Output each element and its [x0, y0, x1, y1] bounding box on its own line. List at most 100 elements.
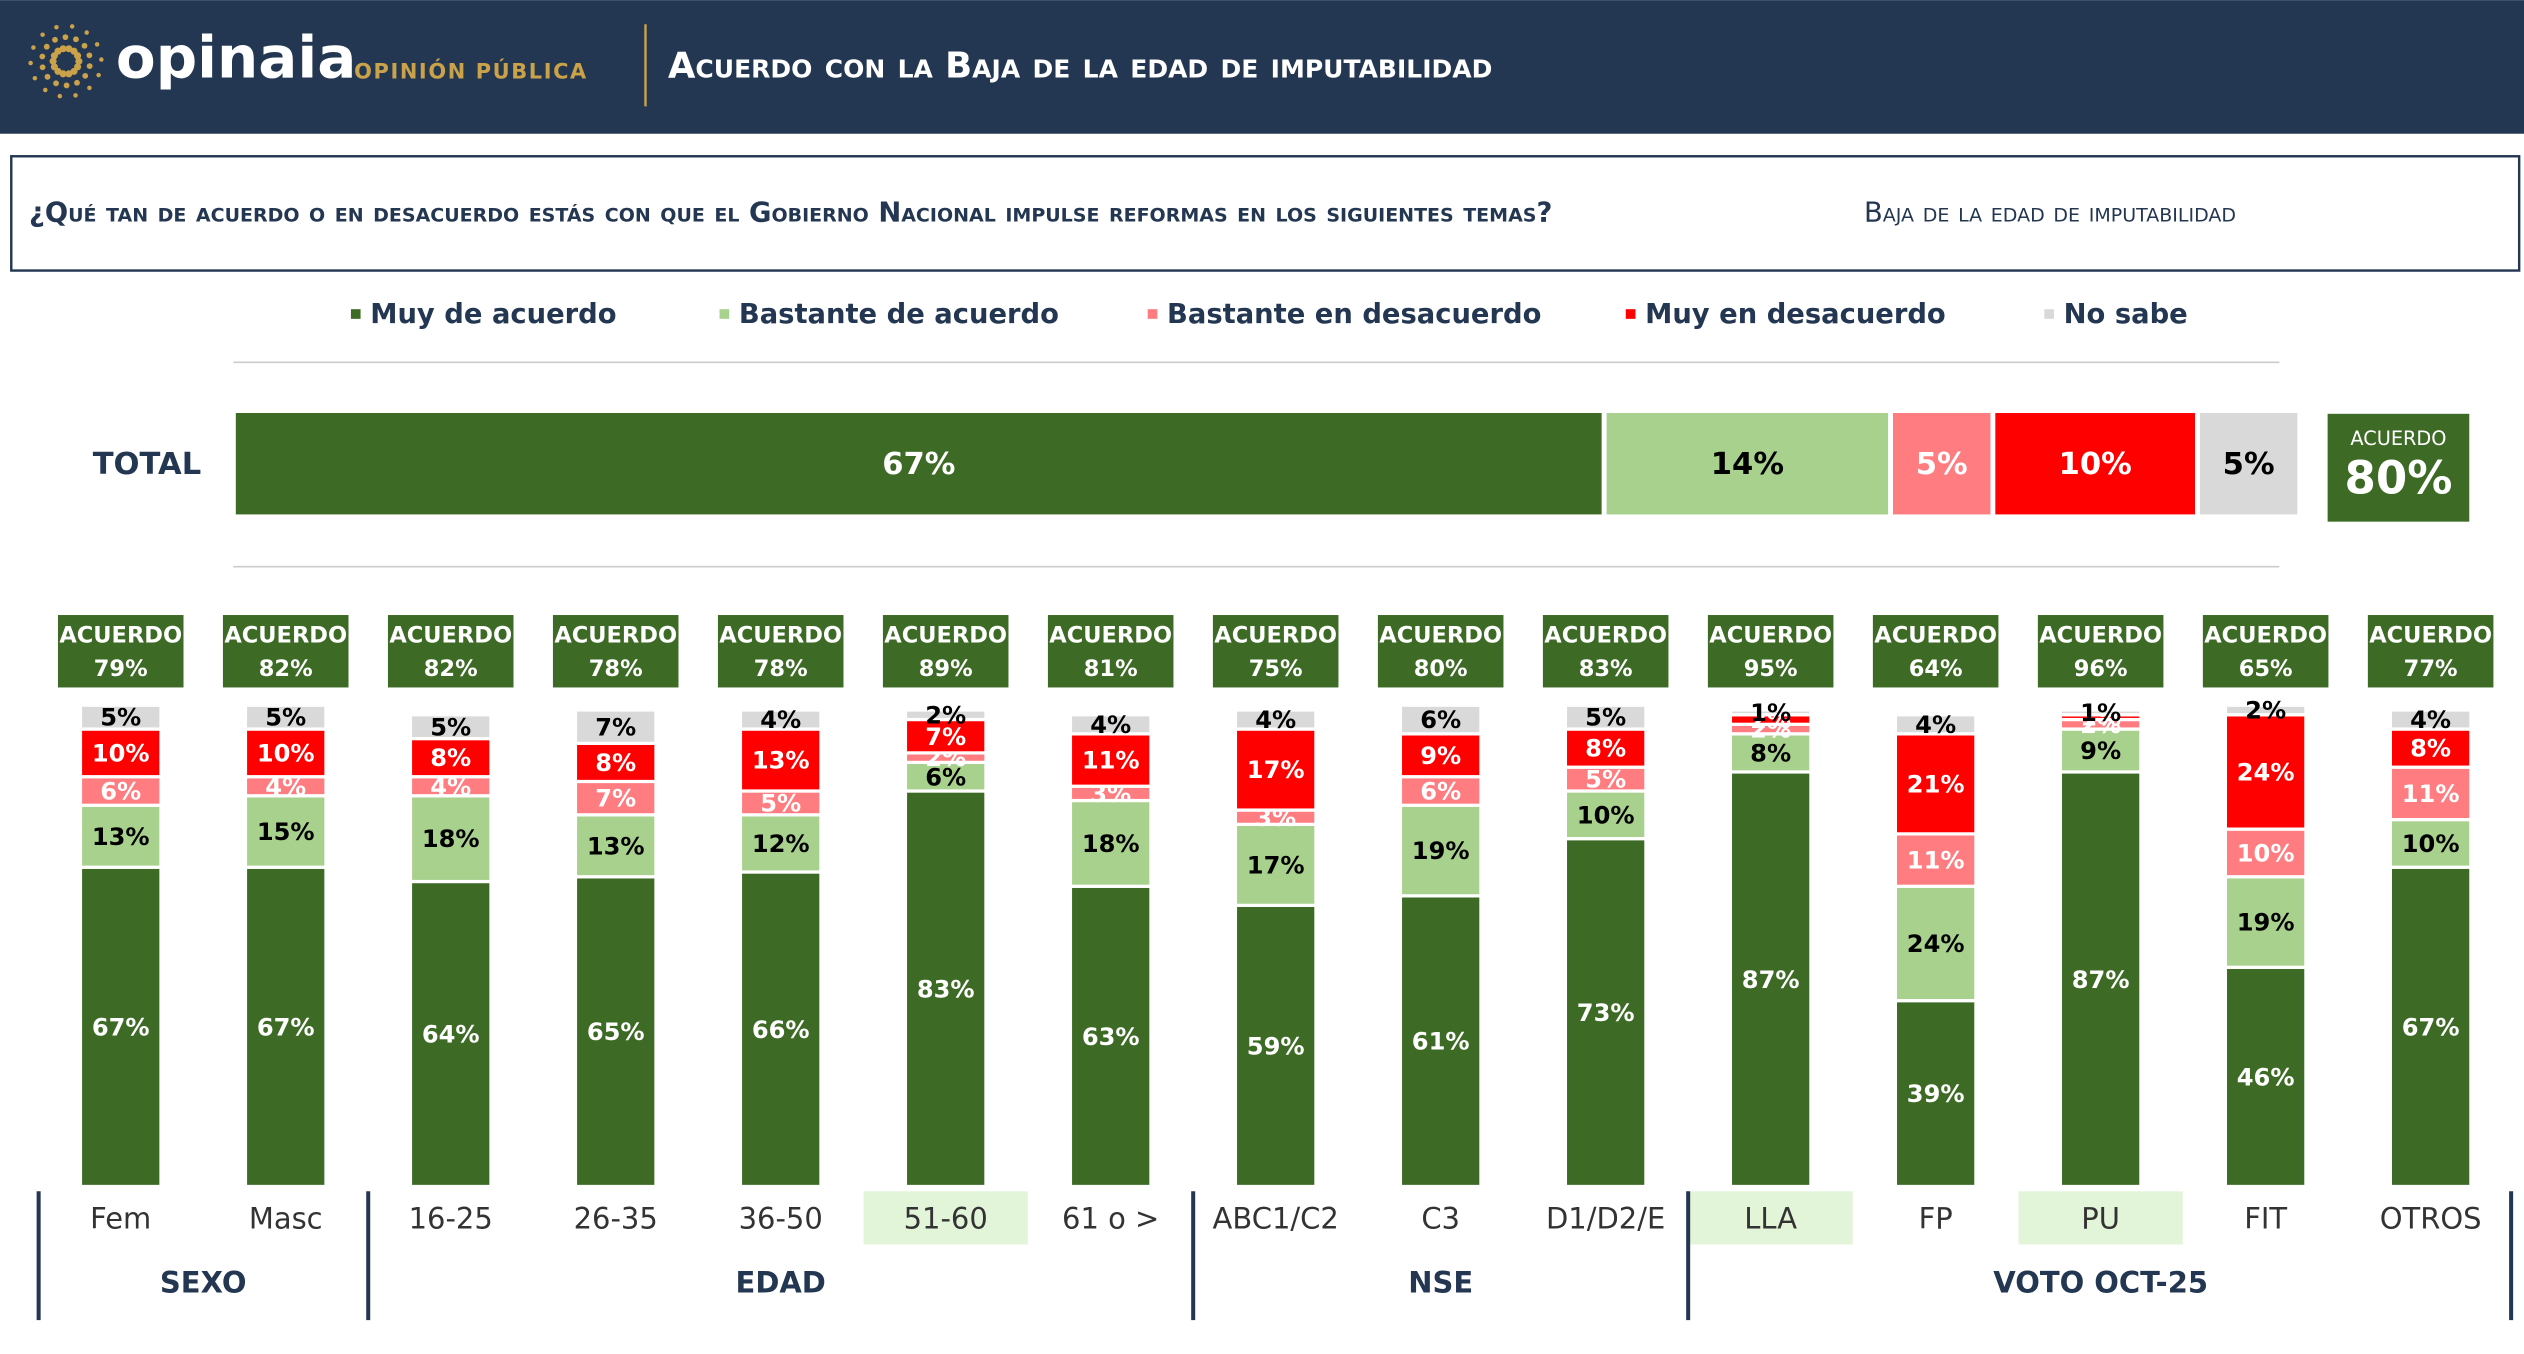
agreement-title: ACUERDO — [2039, 622, 2162, 648]
agreement-title: ACUERDO — [884, 622, 1007, 648]
bar-value-label: 66% — [752, 1016, 810, 1044]
x-tick-label: LLA — [1744, 1201, 1797, 1235]
agreement-value: 78% — [589, 656, 643, 682]
legend-swatch — [2044, 309, 2054, 319]
bar-segment — [78, 703, 163, 731]
logo-dot — [75, 57, 83, 65]
bar-value-label: 6% — [925, 763, 966, 791]
bar-value-label: 8% — [2410, 735, 2451, 763]
bar-value-label: 17% — [1247, 851, 1305, 879]
x-tick-label: C3 — [1421, 1201, 1460, 1235]
bar-value-label: 8% — [1585, 735, 1626, 763]
x-tick-label: 16-25 — [409, 1201, 493, 1235]
logo-dot — [59, 45, 67, 53]
x-tick-label: 51-60 — [904, 1201, 988, 1235]
total-segment — [1888, 408, 1996, 520]
bar-value-label: 11% — [2402, 780, 2460, 808]
agreement-title: ACUERDO — [1379, 622, 1502, 648]
bar-value-label: 24% — [1907, 930, 1965, 958]
bar-segment — [2223, 703, 2308, 717]
bar-value-label: 7% — [595, 713, 636, 741]
group-label: SEXO — [160, 1266, 247, 1300]
x-tick-label: Fem — [90, 1201, 151, 1235]
category-highlight — [1688, 1191, 1853, 1245]
logo-dot — [63, 82, 70, 89]
bar-segment — [408, 879, 493, 1189]
agreement-value: 95% — [1744, 656, 1798, 682]
bar-segment — [738, 708, 823, 731]
x-tick-label: ABC1/C2 — [1213, 1201, 1339, 1235]
bar-value-label: 4% — [760, 706, 801, 734]
total-value-label: 5% — [2223, 447, 2275, 482]
bar-value-label: 46% — [2237, 1063, 2295, 1091]
logo-dot — [54, 24, 59, 30]
bar-value-label: 9% — [1420, 742, 1461, 770]
bar-segment — [243, 865, 328, 1189]
x-tick-label: D1/D2/E — [1546, 1201, 1665, 1235]
total-segment — [1990, 408, 2200, 520]
agreement-value: 64% — [1909, 656, 1963, 682]
logo-dot — [96, 72, 101, 78]
logo-dot — [50, 63, 58, 71]
agreement-box — [1047, 615, 1174, 688]
total-value-label: 67% — [882, 447, 955, 482]
logo-dot — [73, 93, 78, 98]
bar-segment — [78, 803, 163, 869]
bar-value-label: 24% — [2237, 759, 2295, 787]
bar-value-label: 15% — [257, 818, 315, 846]
total-value-label: 10% — [2059, 447, 2132, 482]
logo-dot — [28, 60, 33, 66]
bar-value-label: 18% — [1082, 830, 1140, 858]
agreement-value: 79% — [94, 656, 148, 682]
bar-value-label: 12% — [752, 830, 810, 858]
bar-segment — [2058, 708, 2143, 717]
logo-dot — [32, 75, 38, 81]
total-label: TOTAL — [93, 447, 202, 482]
bar-value-label: 13% — [752, 747, 810, 775]
bar-value-label: 87% — [1742, 966, 1800, 994]
bar-segment — [903, 708, 988, 722]
agreement-title: ACUERDO — [1214, 622, 1337, 648]
agreement-title: ACUERDO — [554, 622, 677, 648]
logo-dot — [39, 64, 46, 71]
x-tick-label: FP — [1919, 1201, 1953, 1235]
logo-dot — [62, 34, 69, 41]
bar-segment — [1563, 837, 1648, 1189]
bar-value-label: 10% — [1577, 801, 1635, 829]
header-bar — [0, 0, 2524, 134]
logo-dot — [87, 85, 92, 91]
brand: opinaia — [116, 23, 356, 91]
total-segment — [1601, 408, 1894, 520]
logo-dot — [43, 87, 48, 93]
agreement-box — [717, 615, 844, 688]
agreement-value: 82% — [259, 656, 313, 682]
agreement-title: ACUERDO — [1544, 622, 1667, 648]
agreement-value: 65% — [2239, 656, 2293, 682]
logo-dot — [86, 52, 93, 59]
x-tick-label: PU — [2081, 1201, 2120, 1235]
bar-value-label: 5% — [1585, 704, 1626, 732]
agreement-title: ACUERDO — [1709, 622, 1832, 648]
bar-value-label: 5% — [1585, 766, 1626, 794]
bar-value-label: 6% — [100, 778, 141, 806]
question-topic: Baja de la edad de imputabilidad — [1864, 198, 2236, 229]
agreement-box — [222, 615, 349, 688]
legend-swatch — [350, 309, 361, 319]
total-value-label: 14% — [1711, 447, 1784, 482]
bar-segment — [408, 736, 493, 779]
brand-sub: OPINIÓN PÚBLICA — [354, 59, 588, 84]
agreement-title: ACUERDO — [1049, 622, 1172, 648]
bar-segment — [573, 741, 658, 784]
bar-value-label: 87% — [2072, 966, 2130, 994]
logo-dot — [52, 36, 58, 43]
bar-value-label: 9% — [2080, 737, 2121, 765]
bar-segment — [738, 727, 823, 793]
agreement-box — [1707, 615, 1834, 688]
bar-value-label: 4% — [1090, 711, 1131, 739]
agreement-value: 81% — [1084, 656, 1138, 682]
logo-dot — [40, 32, 45, 37]
x-tick-label: FIT — [2244, 1201, 2287, 1235]
bar-value-label: 21% — [1907, 770, 1965, 798]
bar-segment — [1893, 832, 1978, 888]
